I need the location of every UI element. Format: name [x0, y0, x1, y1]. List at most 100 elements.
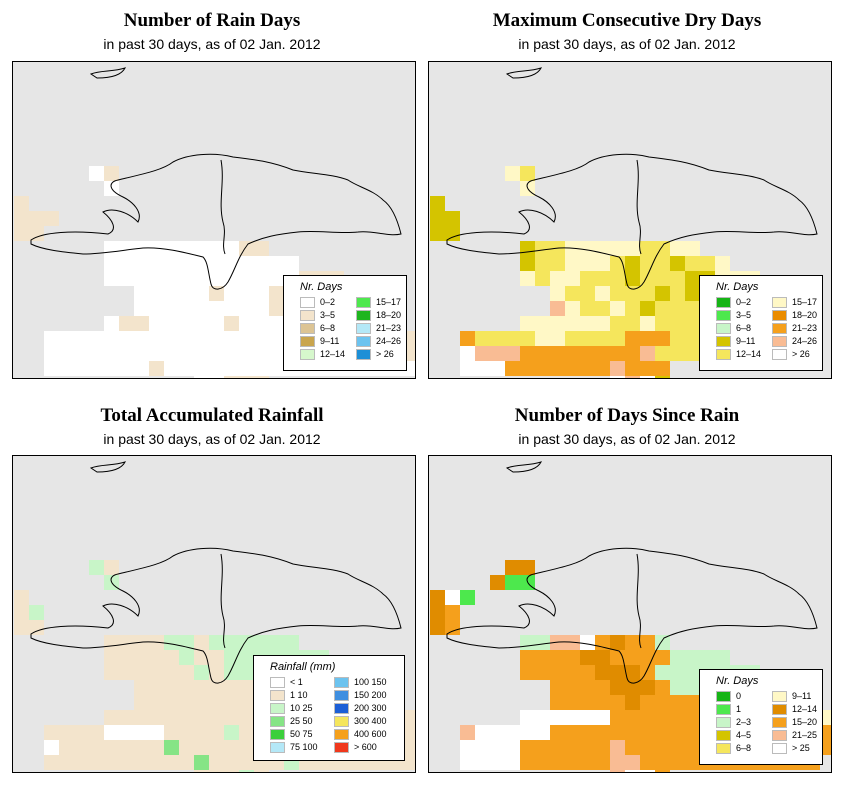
grid-cell — [194, 635, 209, 650]
grid-cell — [685, 665, 700, 680]
legend-item: 3–5 — [300, 309, 335, 322]
grid-cell — [565, 256, 580, 271]
grid-cell — [490, 361, 505, 376]
grid-cell — [134, 256, 149, 271]
legend-label: 75 100 — [290, 742, 318, 753]
grid-cell — [254, 635, 269, 650]
grid-cell — [655, 361, 670, 376]
grid-cell — [119, 256, 134, 271]
grid-cell — [670, 680, 685, 695]
grid-cell — [224, 376, 239, 378]
grid-cell — [595, 755, 610, 770]
legend-label: 18–20 — [792, 310, 818, 321]
grid-cell — [460, 725, 475, 740]
panel-title: Total Accumulated Rainfall — [100, 405, 324, 426]
legend-label: 15–17 — [792, 297, 818, 308]
legend-label: 15–17 — [376, 297, 402, 308]
grid-cell — [254, 346, 269, 361]
legend-swatch — [270, 729, 285, 741]
grid-cell — [59, 361, 74, 376]
grid-cell — [179, 650, 194, 665]
grid-cell — [550, 271, 565, 286]
grid-cell — [625, 361, 640, 376]
grid-cell — [284, 256, 299, 271]
grid-cell — [685, 755, 700, 770]
grid-cell — [134, 695, 149, 710]
grid-cell — [640, 331, 655, 346]
grid-cell — [655, 695, 670, 710]
grid-cell — [254, 331, 269, 346]
legend-label: 100 150 — [354, 677, 387, 688]
grid-cell — [209, 331, 224, 346]
grid-cell — [550, 346, 565, 361]
legend-swatch — [716, 691, 731, 703]
grid-cell — [475, 346, 490, 361]
panel-subtitle: in past 30 days, as of 02 Jan. 2012 — [518, 36, 736, 52]
grid-cell — [164, 271, 179, 286]
grid-cell — [550, 331, 565, 346]
grid-cell — [104, 241, 119, 256]
grid-cell — [670, 725, 685, 740]
grid-cell — [74, 740, 89, 755]
legend-swatch — [300, 297, 315, 309]
legend-swatch — [772, 717, 787, 729]
grid-cell — [595, 346, 610, 361]
grid-cell — [149, 316, 164, 331]
grid-cell — [209, 710, 224, 725]
grid-cell — [535, 635, 550, 650]
grid-cell — [134, 755, 149, 770]
grid-cell — [445, 620, 460, 635]
grid-cell — [164, 740, 179, 755]
grid-cell — [89, 755, 104, 770]
grid-cell — [239, 740, 254, 755]
grid-cell — [670, 331, 685, 346]
grid-cell — [685, 241, 700, 256]
grid-cell — [104, 256, 119, 271]
grid-cell — [595, 316, 610, 331]
grid-cell — [149, 710, 164, 725]
grid-cell — [164, 301, 179, 316]
grid-cell — [610, 770, 625, 772]
legend-item: 15–20 — [772, 716, 817, 729]
grid-cell — [269, 361, 284, 376]
grid-cell — [535, 755, 550, 770]
grid-cell — [550, 680, 565, 695]
grid-cell — [685, 650, 700, 665]
legend-label: 24–26 — [376, 336, 402, 347]
grid-cell — [460, 740, 475, 755]
legend-item: 100 150 — [334, 676, 387, 689]
grid-cell — [164, 361, 179, 376]
grid-cell — [640, 725, 655, 740]
grid-cell — [475, 331, 490, 346]
legend-swatch — [772, 730, 787, 742]
legend-label: < 1 — [290, 677, 303, 688]
grid-cell — [685, 286, 700, 301]
grid-cell — [104, 331, 119, 346]
grid-cell — [535, 331, 550, 346]
grid-cell — [535, 710, 550, 725]
grid-cell — [505, 331, 520, 346]
legend-swatch — [334, 690, 349, 702]
grid-cell — [595, 361, 610, 376]
grid-cell — [685, 346, 700, 361]
legend-swatch — [772, 323, 787, 335]
legend-item: 12–14 — [716, 348, 761, 361]
days-since-rain-map: Nr. Days 0 1 2–3 4–5 6–8 9–11 12–14 15–20 21–25 >… — [428, 455, 832, 773]
grid-cell — [164, 695, 179, 710]
grid-cell — [505, 361, 520, 376]
grid-cell — [595, 680, 610, 695]
grid-cell — [610, 346, 625, 361]
grid-cell — [149, 695, 164, 710]
grid-cell — [239, 376, 254, 378]
grid-cell — [209, 256, 224, 271]
grid-cell — [179, 740, 194, 755]
legend-item: 6–8 — [716, 322, 751, 335]
grid-cell — [460, 590, 475, 605]
legend-label: 50 75 — [290, 729, 313, 740]
dry-days-map: Nr. Days 0–2 3–5 6–8 9–11 12–14 15–17 18–20 21–… — [428, 61, 832, 379]
grid-cell — [239, 725, 254, 740]
grid-cell — [239, 695, 254, 710]
island-outline — [446, 153, 818, 290]
legend-swatch — [716, 704, 731, 716]
legend-swatch — [334, 716, 349, 728]
